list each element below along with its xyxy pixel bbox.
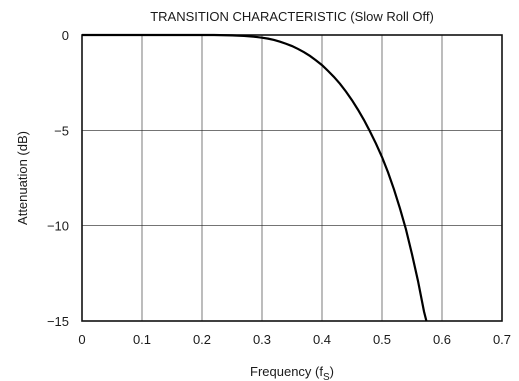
y-tick-label: −15 <box>47 314 69 329</box>
y-tick-label: −10 <box>47 219 69 234</box>
x-tick-label: 0.5 <box>373 332 391 347</box>
x-tick-label: 0 <box>78 332 85 347</box>
x-tick-label: 0.2 <box>193 332 211 347</box>
x-axis-label-sub: S <box>323 372 330 381</box>
x-tick-labels: 0 0.1 0.2 0.3 0.4 0.5 0.6 0.7 <box>78 332 511 347</box>
y-tick-label: 0 <box>62 28 69 43</box>
y-tick-label: −5 <box>54 123 69 138</box>
x-axis-label-main: Frequency (f <box>250 364 323 379</box>
x-axis-label-end: ) <box>330 364 334 379</box>
x-tick-label: 0.6 <box>433 332 451 347</box>
x-tick-label: 0.4 <box>313 332 331 347</box>
series-layer <box>82 33 428 322</box>
x-tick-label: 0.1 <box>133 332 151 347</box>
y-tick-labels: 0 −5 −10 −15 <box>47 28 69 329</box>
attenuation-curve <box>82 33 428 322</box>
grid <box>82 35 502 321</box>
x-axis-label: Frequency (fS) <box>250 364 334 381</box>
x-tick-label: 0.7 <box>493 332 511 347</box>
plot-frame <box>81 34 503 322</box>
y-axis-label: Attenuation (dB) <box>15 131 30 225</box>
chart-title: TRANSITION CHARACTERISTIC (Slow Roll Off… <box>150 9 434 24</box>
x-tick-label: 0.3 <box>253 332 271 347</box>
